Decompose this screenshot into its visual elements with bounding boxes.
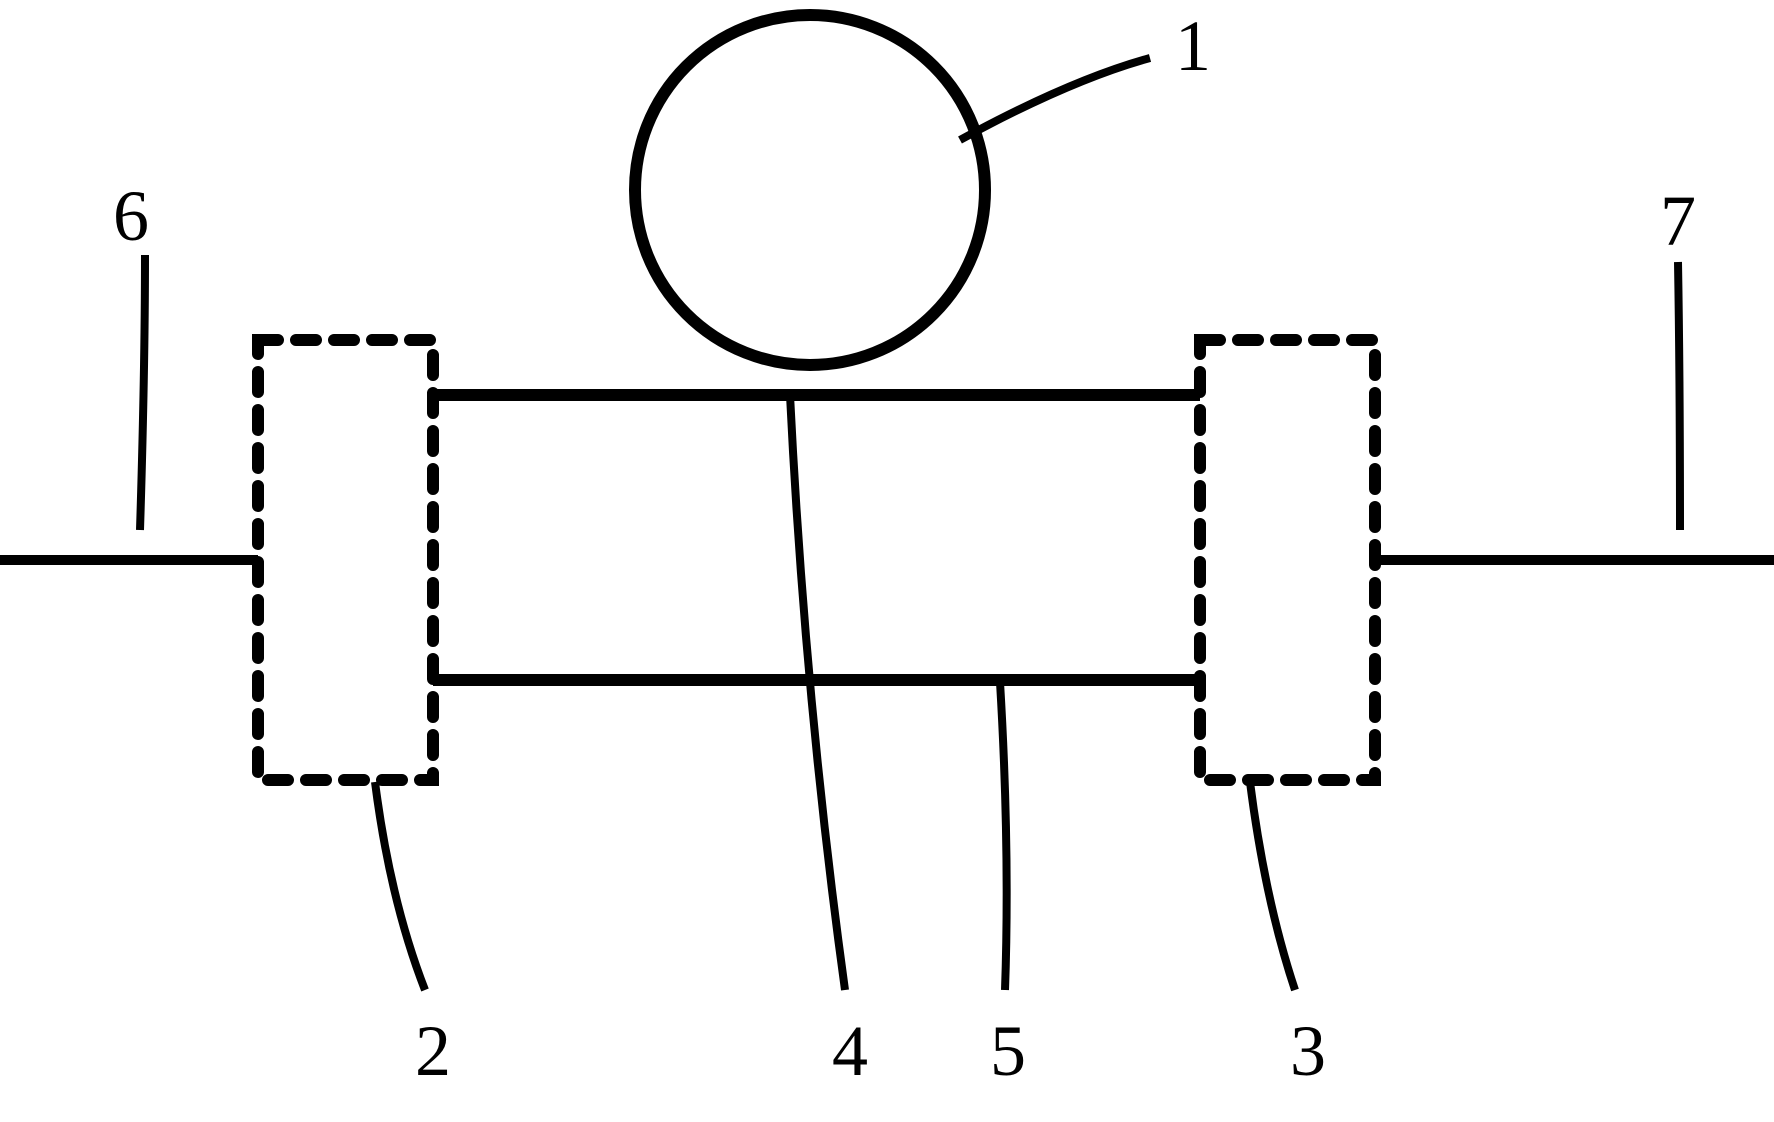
pointer-4 (790, 395, 845, 990)
label-2: 2 (415, 1010, 451, 1093)
schematic-diagram: 1 6 7 2 4 5 3 (0, 0, 1774, 1122)
pointer-5 (1000, 682, 1007, 990)
label-1: 1 (1175, 5, 1211, 88)
dashed-box-right (1200, 340, 1375, 780)
diagram-svg (0, 0, 1774, 1122)
pointer-1 (960, 58, 1150, 140)
pointer-3 (1250, 782, 1295, 990)
dashed-box-left (258, 340, 433, 780)
pointer-2 (375, 782, 425, 990)
label-5: 5 (990, 1010, 1026, 1093)
circle-component (635, 15, 985, 365)
pointer-7 (1678, 262, 1680, 530)
label-7: 7 (1660, 180, 1696, 263)
label-4: 4 (832, 1010, 868, 1093)
label-6: 6 (113, 175, 149, 258)
pointer-6 (140, 255, 145, 530)
label-3: 3 (1290, 1010, 1326, 1093)
